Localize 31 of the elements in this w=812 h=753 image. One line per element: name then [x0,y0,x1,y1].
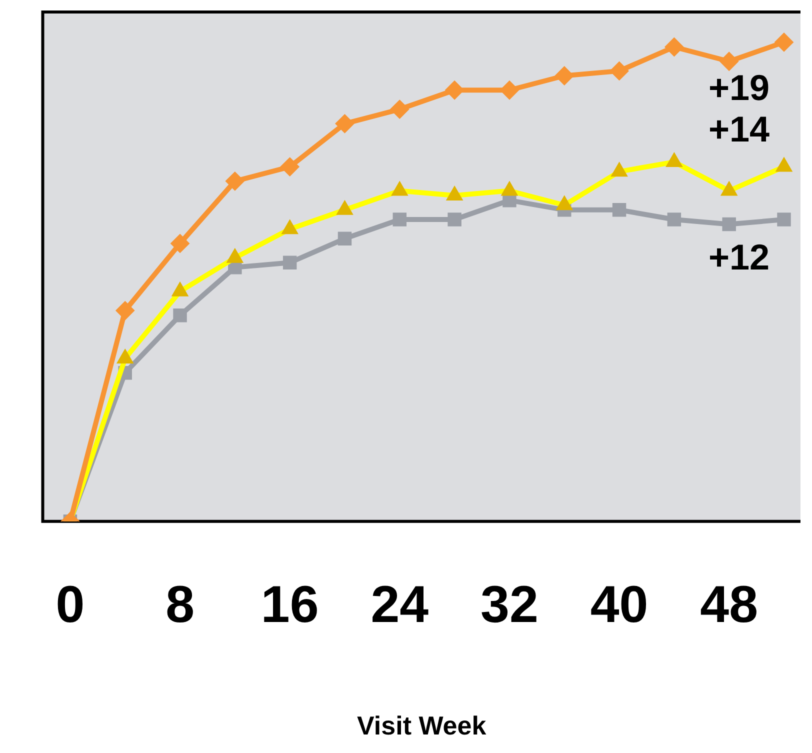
point [116,301,135,320]
x-tick-label: 24 [370,576,429,634]
x-tick-label: 40 [590,576,648,634]
point [610,61,629,80]
point [392,212,407,226]
annotation: +19 [708,67,770,108]
point [774,32,794,52]
point [667,212,682,226]
point [282,256,297,270]
point [390,100,410,119]
annotation: +12 [708,236,770,278]
point [225,172,244,191]
point [338,232,352,246]
x-axis-title: Visit Week [357,710,487,741]
point [554,66,574,86]
x-tick-label: 0 [56,576,85,634]
point [448,212,462,226]
point [664,37,684,56]
annotation: +14 [708,108,770,150]
point [722,217,736,232]
point [720,52,739,71]
point [173,308,187,322]
x-tick-label: 16 [260,576,319,634]
point [777,212,791,226]
point [170,234,190,253]
point [612,203,626,217]
x-tick-label: 8 [166,576,194,634]
point [335,114,354,134]
x-tick-label: 32 [480,576,538,634]
point [280,157,300,176]
x-tick-label: 48 [700,576,758,634]
